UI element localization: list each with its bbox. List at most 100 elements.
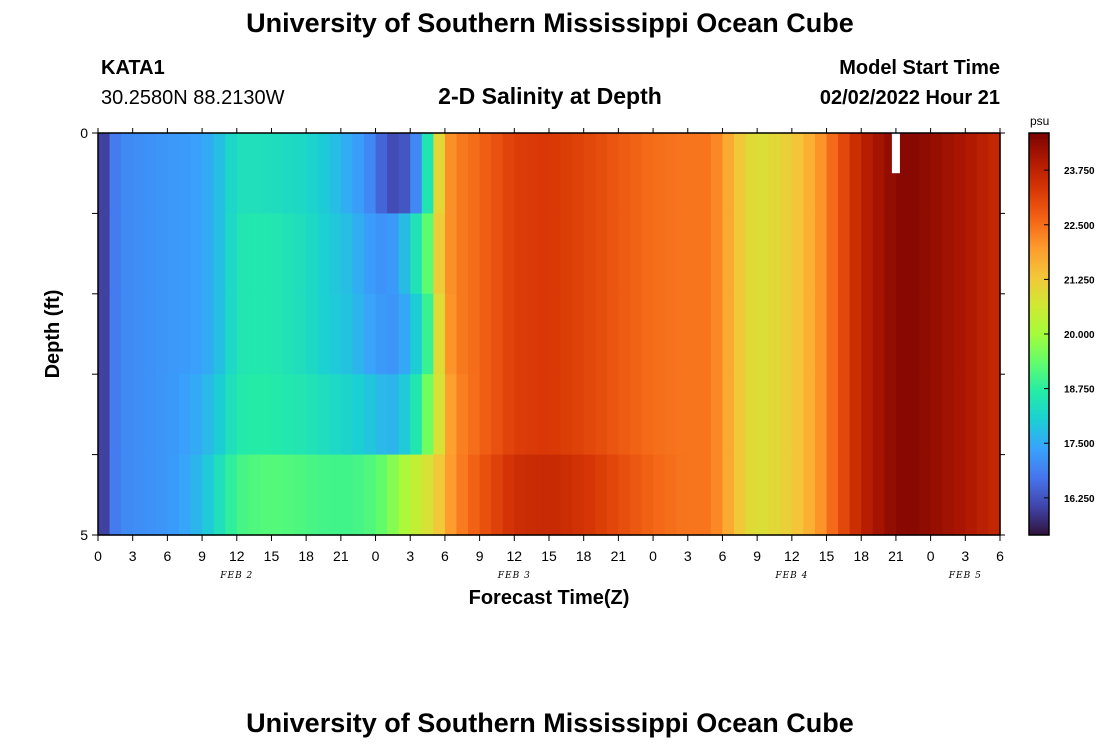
x-tick-label: 15 xyxy=(264,548,280,564)
heatmap-cell xyxy=(768,293,781,375)
heatmap-cell xyxy=(768,133,781,214)
heatmap-cell xyxy=(491,293,504,375)
heatmap-cell xyxy=(930,454,943,536)
heatmap-cell xyxy=(202,454,215,536)
heatmap-cell xyxy=(919,133,932,214)
heatmap-cell xyxy=(583,374,596,456)
heatmap-cell xyxy=(109,374,122,456)
heatmap-cell xyxy=(433,133,446,214)
heatmap-cell xyxy=(965,293,978,375)
heatmap-cell xyxy=(734,133,747,214)
heatmap-cell xyxy=(572,374,585,456)
colorbar-tick-label: 21.250 xyxy=(1064,275,1095,286)
heatmap-cell xyxy=(375,293,388,375)
heatmap-cell xyxy=(814,374,828,456)
heatmap-cell xyxy=(745,133,758,214)
heatmap-cell xyxy=(283,133,296,214)
heatmap-cell xyxy=(306,374,319,456)
heatmap-cell xyxy=(560,374,573,456)
heatmap-cell xyxy=(98,213,111,295)
heatmap-cell xyxy=(791,213,805,295)
heatmap-cells xyxy=(98,133,1001,536)
heatmap-cell xyxy=(144,133,157,214)
heatmap-cell xyxy=(398,213,411,295)
model-start-label: Model Start Time xyxy=(839,57,1000,79)
heatmap-cell xyxy=(814,293,828,375)
heatmap-cell xyxy=(248,454,261,536)
colorbar-tick-label: 16.250 xyxy=(1064,494,1095,505)
heatmap-cell xyxy=(178,454,192,536)
heatmap-cell xyxy=(676,374,689,456)
heatmap-cell xyxy=(352,293,365,375)
heatmap-cell xyxy=(352,213,365,295)
heatmap-cell xyxy=(306,454,319,536)
heatmap-cell xyxy=(225,133,238,214)
heatmap-cell xyxy=(734,293,747,375)
heatmap-cell xyxy=(930,133,943,214)
heatmap-cell xyxy=(965,133,978,214)
heatmap-cell xyxy=(98,454,111,536)
heatmap-cell xyxy=(190,213,203,295)
heatmap-cell xyxy=(121,213,134,295)
heatmap-cell xyxy=(410,213,423,295)
heatmap-cell xyxy=(502,213,515,295)
heatmap-cell xyxy=(259,213,273,295)
heatmap-cell xyxy=(132,374,145,456)
heatmap-cell xyxy=(884,374,897,456)
heatmap-cell xyxy=(687,374,700,456)
heatmap-cell xyxy=(791,454,805,536)
heatmap-cell xyxy=(259,454,273,536)
heatmap-cell xyxy=(618,133,631,214)
heatmap-cell xyxy=(271,133,284,214)
heatmap-cell xyxy=(641,454,654,536)
heatmap-cell xyxy=(606,213,619,295)
heatmap-cell xyxy=(537,133,550,214)
heatmap-cell xyxy=(710,374,724,456)
heatmap-cell xyxy=(202,293,215,375)
heatmap-cell xyxy=(722,454,735,536)
heatmap-cell xyxy=(699,454,712,536)
heatmap-cell xyxy=(329,213,342,295)
heatmap-cell xyxy=(849,133,862,214)
heatmap-cell xyxy=(283,293,296,375)
heatmap-cell xyxy=(549,213,562,295)
heatmap-cell xyxy=(444,213,458,295)
station-id: KATA1 xyxy=(101,57,165,79)
heatmap-cell xyxy=(734,374,747,456)
heatmap-cell xyxy=(930,374,943,456)
heatmap-cell xyxy=(549,133,562,214)
heatmap-cell xyxy=(294,213,307,295)
heatmap-cell xyxy=(606,133,619,214)
heatmap-cell xyxy=(653,454,666,536)
heatmap-cell xyxy=(271,293,284,375)
heatmap-cell xyxy=(641,213,654,295)
heatmap-cell xyxy=(387,454,400,536)
heatmap-cell xyxy=(872,454,885,536)
heatmap-cell xyxy=(468,374,481,456)
x-tick-label: 12 xyxy=(507,548,523,564)
heatmap-cell xyxy=(942,293,955,375)
heatmap-cell xyxy=(190,454,203,536)
heatmap-cell xyxy=(942,454,955,536)
heatmap-cell xyxy=(109,213,122,295)
heatmap-cell xyxy=(468,293,481,375)
heatmap-cell xyxy=(109,133,122,214)
heatmap-cell xyxy=(537,374,550,456)
x-tick-label: 21 xyxy=(888,548,904,564)
heatmap-cell xyxy=(537,454,550,536)
heatmap-cell xyxy=(294,374,307,456)
heatmap-cell xyxy=(167,133,180,214)
heatmap-cell xyxy=(121,293,134,375)
x-tick-label: 15 xyxy=(541,548,557,564)
heatmap-cell xyxy=(109,293,122,375)
heatmap-cell xyxy=(525,133,539,214)
heatmap-cell xyxy=(907,133,920,214)
station-coords: 30.2580N 88.2130W xyxy=(101,87,285,109)
heatmap-cell xyxy=(757,213,770,295)
heatmap-cell xyxy=(132,454,145,536)
heatmap-cell xyxy=(976,213,990,295)
heatmap-cell xyxy=(144,213,157,295)
heatmap-cell xyxy=(236,374,249,456)
heatmap-cell xyxy=(155,293,168,375)
heatmap-cell xyxy=(213,213,226,295)
